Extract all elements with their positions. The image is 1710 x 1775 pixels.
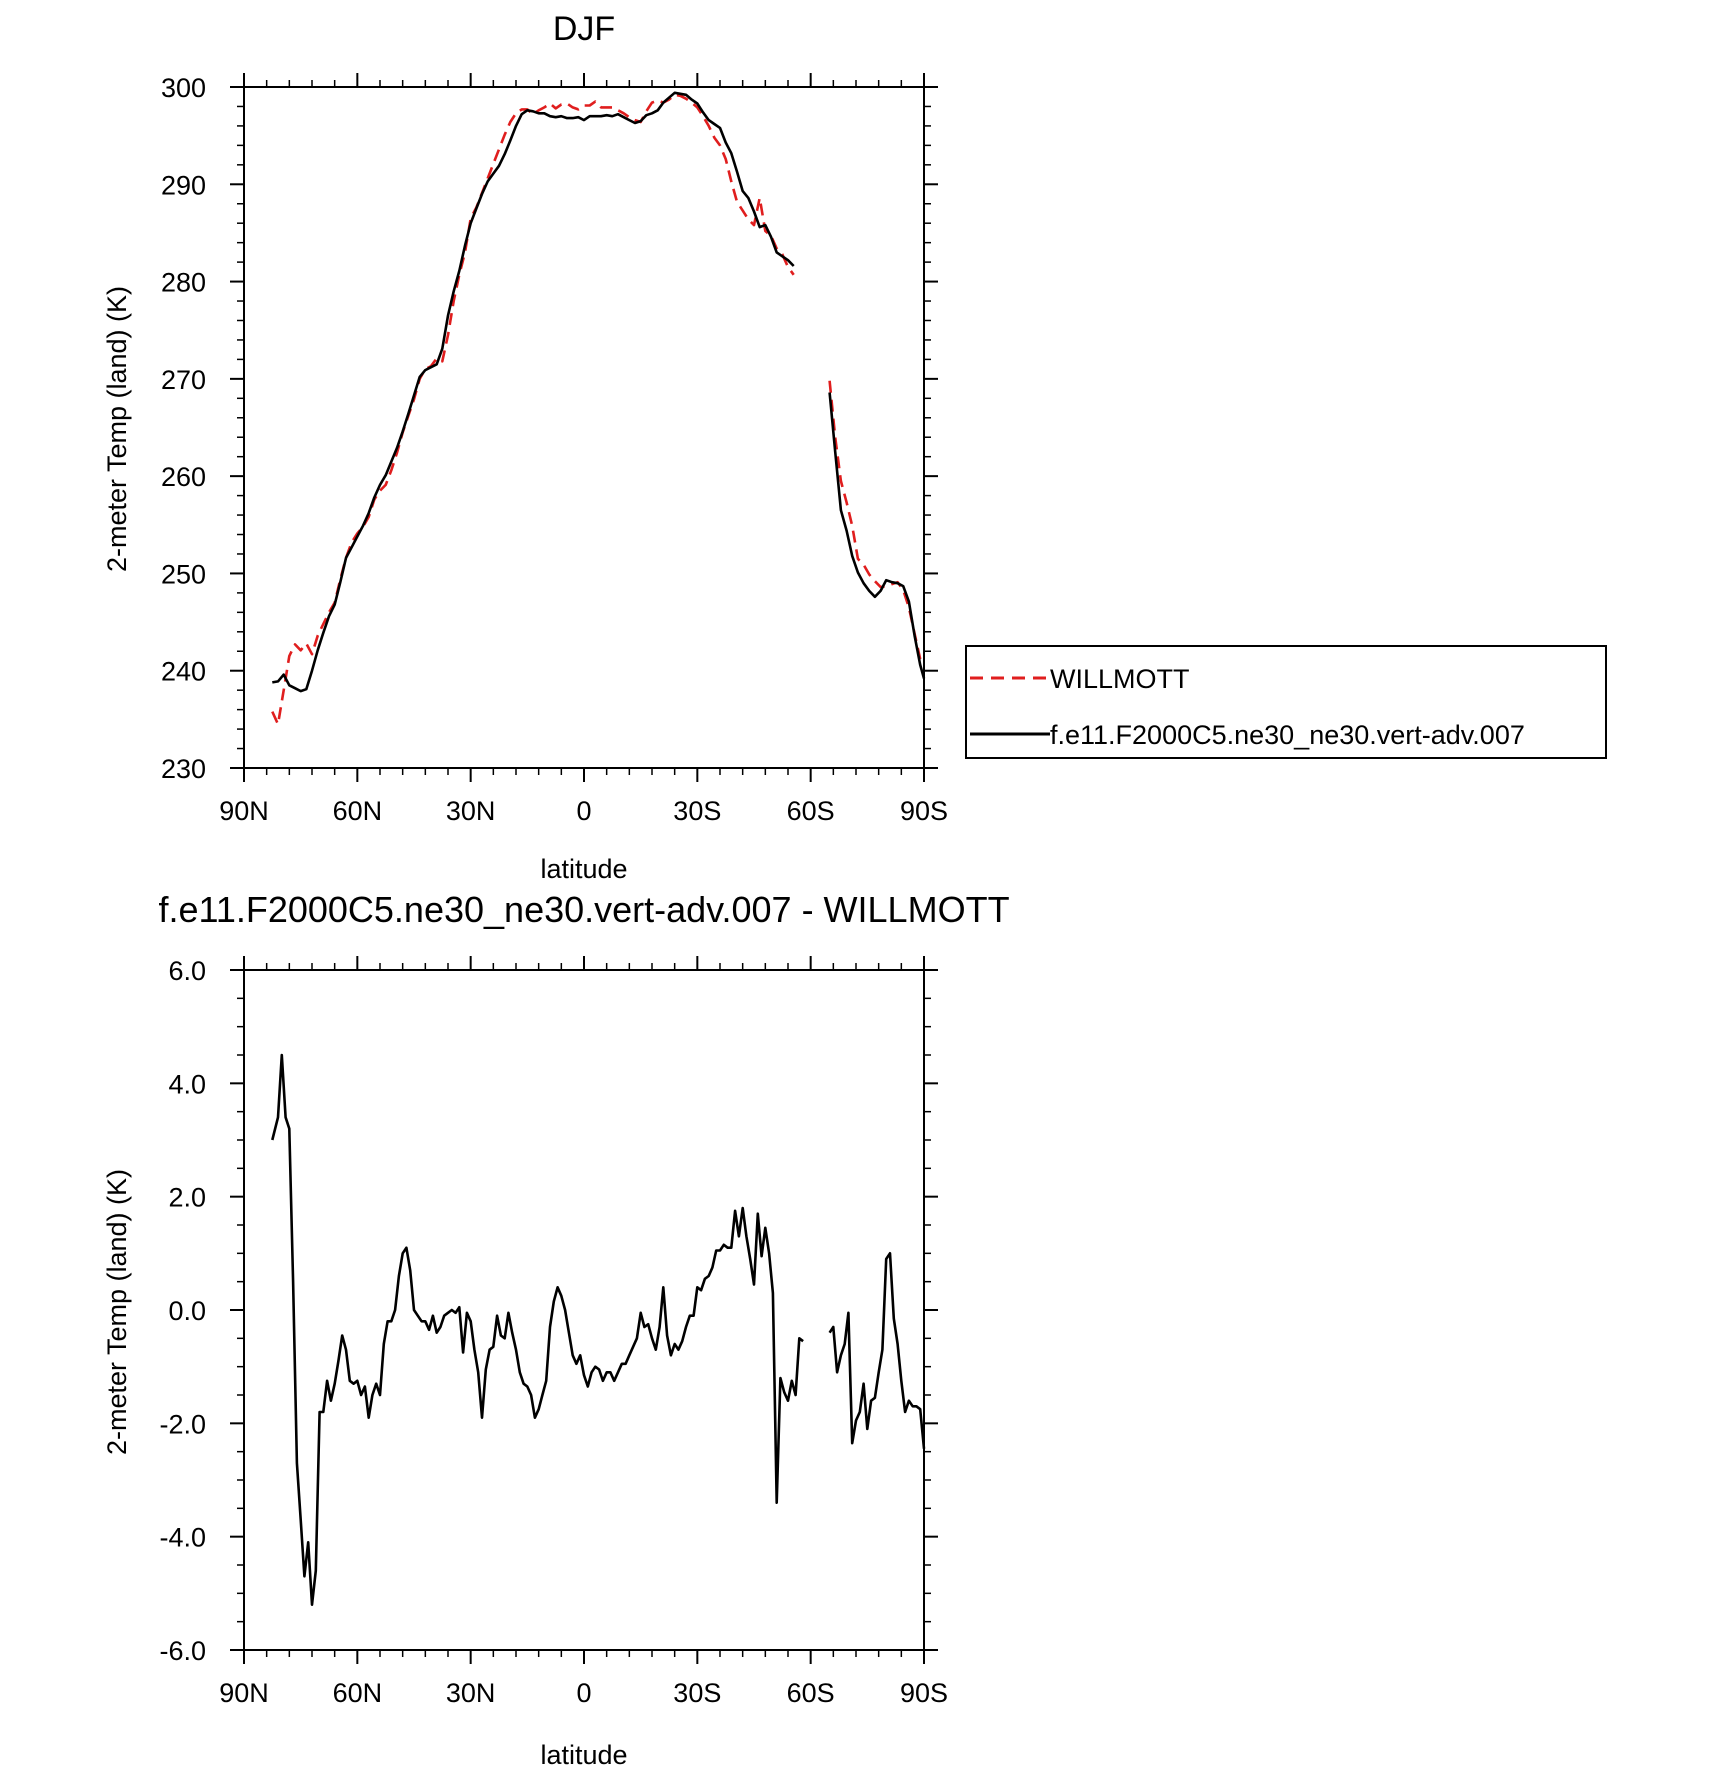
legend: WILLMOTT f.e11.F2000C5.ne30_ne30.vert-ad… bbox=[965, 645, 1607, 759]
x-tick-label: 30N bbox=[446, 796, 496, 826]
x-tick-label: 60N bbox=[333, 796, 383, 826]
series-line bbox=[271, 1053, 804, 1606]
y-axis-label: 2-meter Temp (land) (K) bbox=[102, 1169, 132, 1455]
series-line bbox=[828, 1252, 926, 1449]
x-tick-label: 60S bbox=[787, 796, 835, 826]
chart-title: f.e11.F2000C5.ne30_ne30.vert-adv.007 - W… bbox=[158, 889, 1009, 930]
x-axis-label: latitude bbox=[540, 854, 627, 884]
x-axis-label: latitude bbox=[540, 1740, 627, 1770]
y-tick-label: -6.0 bbox=[159, 1636, 206, 1666]
plot-frame bbox=[243, 969, 925, 1651]
y-tick-label: 280 bbox=[161, 268, 206, 298]
chart-panel-djf: DJF 90N 60N 30N 0 30S 60S 90S 300 290 280 270 260 25… bbox=[102, 10, 1607, 884]
x-tick-label: 60N bbox=[333, 1678, 383, 1708]
axes-layer: 90N 60N 30N 0 30S 60S 90S 300 290 280 270 260 250 240… bbox=[161, 73, 948, 826]
chart-title: DJF bbox=[553, 10, 615, 48]
x-tick-label: 30S bbox=[673, 796, 721, 826]
series-0 bbox=[271, 93, 925, 726]
y-tick-label: 230 bbox=[161, 754, 206, 784]
series-0 bbox=[271, 1053, 926, 1606]
series-1 bbox=[272, 91, 926, 693]
y-tick-label: -4.0 bbox=[159, 1523, 206, 1553]
series-layer bbox=[271, 1053, 926, 1606]
y-tick-label: 300 bbox=[161, 73, 206, 103]
series-line bbox=[271, 93, 795, 726]
y-tick-label: 260 bbox=[161, 462, 206, 492]
y-tick-label: -2.0 bbox=[159, 1409, 206, 1439]
y-tick-label: 290 bbox=[161, 170, 206, 200]
x-tick-label: 90N bbox=[219, 796, 269, 826]
y-tick-label: 6.0 bbox=[168, 956, 206, 986]
y-tick-label: 4.0 bbox=[168, 1069, 206, 1099]
y-tick-label: 0.0 bbox=[168, 1296, 206, 1326]
series-line bbox=[272, 91, 795, 693]
y-tick-label: 240 bbox=[161, 657, 206, 687]
y-tick-label: 2.0 bbox=[168, 1183, 206, 1213]
chart-panel-difference: f.e11.F2000C5.ne30_ne30.vert-adv.007 - W… bbox=[102, 889, 1010, 1770]
legend-box bbox=[965, 645, 1607, 759]
x-tick-label: 0 bbox=[576, 796, 591, 826]
y-axis-label: 2-meter Temp (land) (K) bbox=[102, 286, 132, 572]
plot-frame bbox=[243, 86, 925, 769]
x-tick-label: 30S bbox=[673, 1678, 721, 1708]
y-tick-label: 250 bbox=[161, 559, 206, 589]
x-tick-label: 90N bbox=[219, 1678, 269, 1708]
x-tick-label: 0 bbox=[576, 1678, 591, 1708]
series-layer bbox=[271, 91, 926, 726]
legend-label-model: f.e11.F2000C5.ne30_ne30.vert-adv.007 bbox=[1050, 720, 1525, 750]
series-line bbox=[828, 392, 926, 679]
x-tick-label: 60S bbox=[787, 1678, 835, 1708]
legend-label-willmott: WILLMOTT bbox=[1050, 664, 1190, 694]
x-tick-label: 30N bbox=[446, 1678, 496, 1708]
axes-layer: 90N 60N 30N 0 30S 60S 90S 6.0 4.0 2.0 0.0 -2.0 -4.0 -… bbox=[159, 956, 948, 1708]
y-tick-label: 270 bbox=[161, 365, 206, 395]
x-tick-label: 90S bbox=[900, 796, 948, 826]
x-tick-label: 90S bbox=[900, 1678, 948, 1708]
